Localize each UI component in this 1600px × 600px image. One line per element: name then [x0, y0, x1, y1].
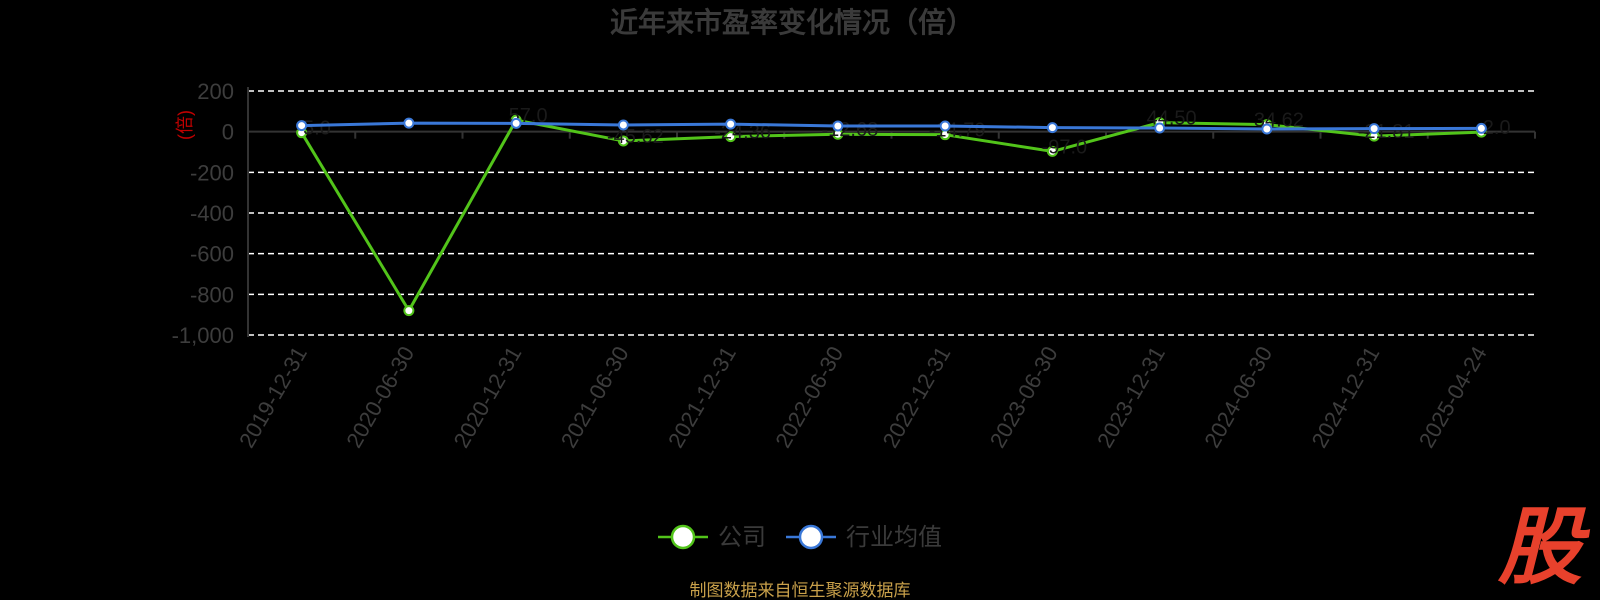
y-tick-label: -1,000 [172, 323, 234, 348]
data-point-industry-average[interactable] [296, 120, 308, 132]
series-line-industry-average [301, 121, 1482, 131]
data-point-industry-average[interactable] [1368, 123, 1380, 135]
x-tick-label: 2020-12-31 [449, 342, 527, 452]
x-tick-label: 2021-12-31 [663, 342, 741, 452]
data-point-industry-average[interactable] [1154, 122, 1166, 134]
y-tick-label: -600 [190, 242, 234, 267]
data-point-company[interactable] [403, 305, 415, 317]
data-label: -12.68 [822, 119, 879, 141]
data-point-industry-average[interactable] [939, 120, 951, 132]
x-tick-label: 2024-06-30 [1199, 342, 1277, 452]
data-point-industry-average[interactable] [617, 119, 629, 131]
x-tick-label: 2019-12-31 [234, 342, 312, 452]
x-axis-ticks: 2019-12-31 2020-06-30 2020-12-31 2021-06-30… [234, 342, 1492, 452]
data-point-industry-average[interactable] [403, 117, 415, 129]
data-point-industry-average[interactable] [832, 120, 844, 132]
chart-title: 近年来市盈率变化情况（倍） [610, 6, 974, 38]
data-point-company[interactable] [725, 131, 737, 143]
legend-label-company: 公司 [718, 524, 766, 551]
data-point-company[interactable] [617, 135, 629, 147]
data-label: -21.81 [1358, 121, 1415, 143]
y-tick-label: -200 [190, 160, 234, 185]
logo-icon: 股 [1497, 500, 1591, 594]
data-point-industry-average[interactable] [1475, 122, 1487, 134]
data-label: -14.79 [929, 120, 986, 142]
x-tick-label: 2022-12-31 [878, 342, 956, 452]
series-line-company [300, 118, 1482, 313]
legend-marker-company [670, 524, 696, 550]
y-tick-label: 200 [197, 79, 234, 104]
data-point-industry-average[interactable] [510, 117, 522, 129]
y-tick-label: -400 [190, 201, 234, 226]
x-tick-label: 2023-12-31 [1092, 342, 1170, 452]
x-tick-label: 2022-06-30 [770, 342, 848, 452]
legend-item-industry-average[interactable]: 行业均值 [786, 524, 942, 551]
x-tick-label: 2025-04-24 [1414, 342, 1492, 452]
series-company: -5.057.0-45.62 -24.36 -12.68 -14.79-97.044.… [296, 105, 1511, 317]
source-note: 制图数据来自恒生聚源数据库 [690, 581, 911, 600]
legend-label-industry-average: 行业均值 [846, 524, 942, 551]
legend: 公司 行业均值 [658, 524, 942, 551]
y-axis-label: (倍) [175, 110, 195, 140]
data-point-industry-average[interactable] [725, 118, 737, 130]
x-tick-label: 2020-06-30 [341, 342, 419, 452]
legend-item-company[interactable]: 公司 [658, 524, 766, 551]
data-label: 44.50 [1147, 108, 1197, 130]
x-tick-label: 2021-06-30 [556, 342, 634, 452]
y-tick-label: 0 [222, 120, 234, 145]
series-layer: -5.057.0-45.62 -24.36 -12.68 -14.79-97.044.… [296, 105, 1511, 317]
data-label: -45.62 [607, 126, 664, 148]
data-point-industry-average[interactable] [1046, 122, 1058, 134]
data-point-company[interactable] [1046, 145, 1058, 157]
series-industry-average [296, 117, 1487, 135]
y-tick-label: -800 [190, 282, 234, 307]
data-label: -2.0 [1476, 117, 1510, 139]
x-tick-label: 2024-12-31 [1307, 342, 1385, 452]
data-label: -97.0 [1042, 136, 1088, 158]
legend-marker-industry-average [798, 524, 824, 550]
x-tick-label: 2023-06-30 [985, 342, 1063, 452]
y-axis-ticks: 200 0 -200 -400 -600 -800 -1,000 [172, 79, 234, 348]
data-point-industry-average[interactable] [1261, 123, 1273, 135]
